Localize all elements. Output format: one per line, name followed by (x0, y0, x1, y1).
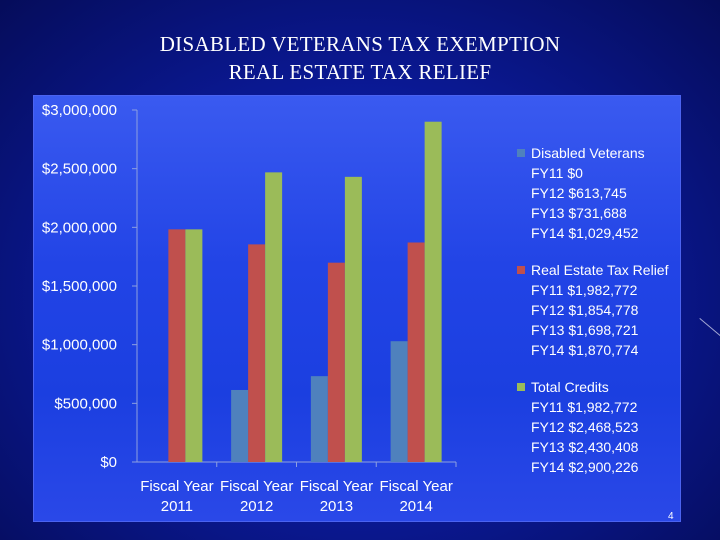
legend-entry: FY11 $1,982,772 (531, 282, 638, 298)
bar-disabled-veterans-2 (310, 376, 328, 462)
legend-entry: FY11 $0 (531, 165, 583, 181)
slide-number: 4 (668, 511, 674, 522)
bar-total-credits-2 (344, 176, 362, 462)
title-line-2: REAL ESTATE TAX RELIEF (228, 60, 492, 84)
legend-series-name: Total Credits (531, 379, 609, 395)
y-tick-label: $3,000,000 (42, 102, 117, 119)
bar-disabled-veterans-1 (231, 389, 249, 462)
legend-series-name: Disabled Veterans (531, 145, 645, 161)
y-tick-label: $1,500,000 (42, 278, 117, 295)
x-category-label: Fiscal Year (140, 478, 213, 495)
y-tick-label: $2,000,000 (42, 219, 117, 236)
bar-total-credits-3 (424, 121, 442, 462)
legend-entry: FY12 $2,468,523 (531, 419, 639, 435)
bar-disabled-veterans-3 (390, 341, 408, 462)
chart-panel: $0 $500,000 $1,000,000 $1,500,000 $2,000,000… (33, 95, 681, 522)
x-category-label: Fiscal Year (379, 478, 452, 495)
legend-series-name: Real Estate Tax Relief (531, 262, 669, 278)
y-tick-label: $500,000 (54, 395, 117, 412)
bar-real-estate-relief-3 (407, 242, 425, 462)
x-category-label: 2011 (161, 498, 193, 515)
x-category-label: 2012 (240, 498, 273, 515)
legend-swatch-total-credits (517, 383, 525, 391)
bar-real-estate-relief-1 (248, 244, 266, 462)
legend-entry: FY14 $1,029,452 (531, 225, 639, 241)
y-tick-label: $2,500,000 (42, 161, 117, 178)
legend-entry: FY13 $1,698,721 (531, 322, 639, 338)
legend-entry: FY14 $2,900,226 (531, 459, 639, 475)
legend-entry: FY12 $613,745 (531, 185, 627, 201)
legend-entry: FY13 $2,430,408 (531, 439, 639, 455)
bar-chart: $0 $500,000 $1,000,000 $1,500,000 $2,000,000… (42, 102, 669, 515)
legend-entry: FY14 $1,870,774 (531, 342, 639, 358)
x-category-label: 2013 (320, 498, 353, 515)
x-category-label: Fiscal Year (220, 478, 293, 495)
y-tick-label: $0 (100, 454, 117, 471)
title-line-1: DISABLED VETERANS TAX EXEMPTION (159, 32, 561, 56)
x-category-label: Fiscal Year (300, 478, 373, 495)
legend-entry: FY13 $731,688 (531, 205, 627, 221)
decorative-line (699, 318, 720, 345)
y-tick-label: $1,000,000 (42, 337, 117, 354)
bar-total-credits-1 (265, 172, 283, 462)
legend-swatch-real-estate-relief (517, 266, 525, 274)
legend-entry: FY12 $1,854,778 (531, 302, 639, 318)
legend-entry: FY11 $1,982,772 (531, 399, 638, 415)
bar-total-credits-0 (185, 229, 203, 462)
bar-real-estate-relief-2 (327, 262, 345, 462)
bar-real-estate-relief-0 (168, 229, 186, 462)
slide-title: DISABLED VETERANS TAX EXEMPTION REAL EST… (0, 30, 720, 86)
x-category-label: 2014 (399, 498, 432, 515)
legend-swatch-disabled-veterans (517, 149, 525, 157)
